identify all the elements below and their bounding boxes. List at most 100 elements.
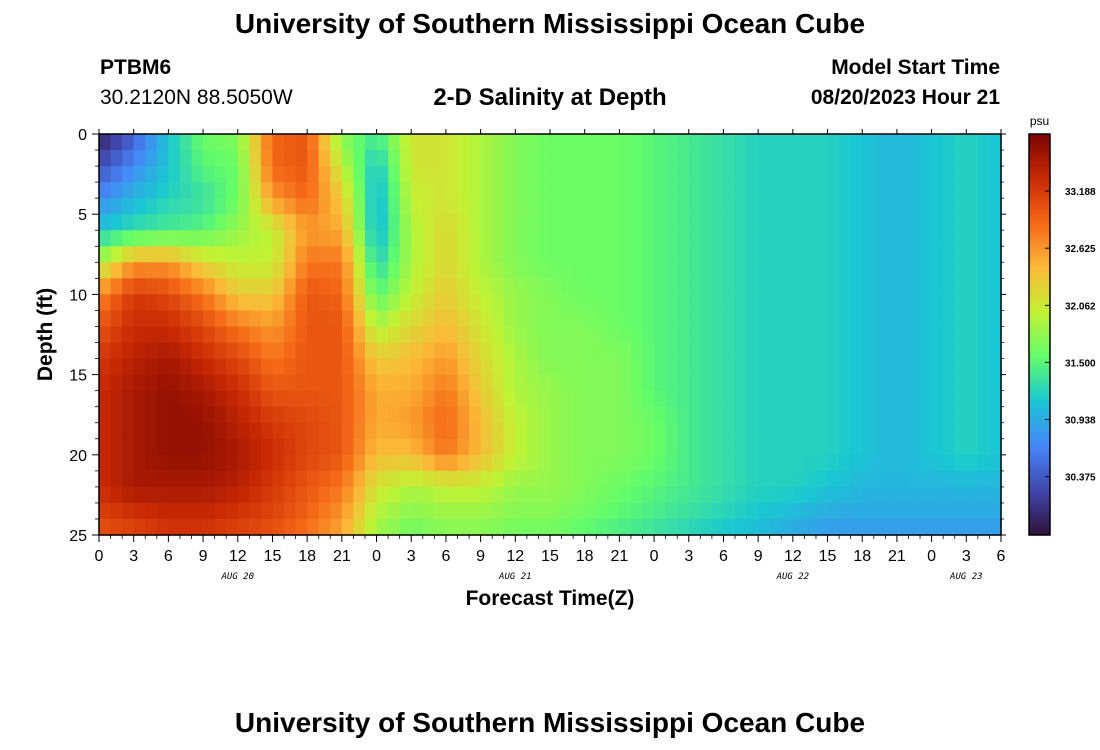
heatmap-cell <box>954 326 967 344</box>
heatmap-cell <box>550 278 563 295</box>
heatmap-cell <box>411 470 424 488</box>
heatmap-cell <box>607 166 620 183</box>
heatmap-cell <box>630 326 644 344</box>
heatmap-cell <box>989 422 1002 440</box>
heatmap-cell <box>122 214 135 231</box>
heatmap-cell <box>411 262 424 279</box>
heatmap-cell <box>422 134 435 151</box>
heatmap-cell <box>550 342 563 360</box>
heatmap-cell <box>260 390 274 408</box>
heatmap-cell <box>284 166 297 183</box>
heatmap-cell <box>561 246 574 263</box>
heatmap-cell <box>746 374 759 392</box>
heatmap-cell <box>515 246 528 263</box>
heatmap-cell <box>376 486 389 504</box>
heatmap-cell <box>364 358 378 376</box>
heatmap-cell <box>688 278 701 295</box>
y-tick-label: 15 <box>69 368 87 385</box>
heatmap-cell <box>376 262 389 279</box>
heatmap-cell <box>341 310 355 328</box>
heatmap-cell <box>746 486 759 504</box>
heatmap-cell <box>630 502 644 520</box>
heatmap-cell <box>654 198 667 215</box>
heatmap-cell <box>457 470 470 488</box>
heatmap-cell <box>654 502 667 520</box>
heatmap-cell <box>214 358 227 376</box>
heatmap-cell <box>364 422 378 440</box>
heatmap-cell <box>630 518 644 536</box>
heatmap-cell <box>364 278 378 295</box>
heatmap-cell <box>989 310 1002 328</box>
heatmap-cell <box>526 502 540 520</box>
heatmap-cell <box>700 406 713 424</box>
heatmap-cell <box>399 214 412 231</box>
heatmap-cell <box>573 454 586 472</box>
heatmap-cell <box>330 342 343 360</box>
heatmap-cell <box>792 198 806 215</box>
heatmap-cell <box>711 278 725 295</box>
heatmap-cell <box>792 502 806 520</box>
heatmap-cell <box>133 422 146 440</box>
heatmap-cell <box>815 246 829 263</box>
heatmap-cell <box>133 486 146 504</box>
heatmap-cell <box>133 294 146 312</box>
heatmap-cell <box>700 214 713 231</box>
heatmap-cell <box>954 486 967 504</box>
heatmap-cell <box>977 214 991 231</box>
heatmap-cell <box>862 198 875 215</box>
heatmap-cell <box>179 454 193 472</box>
heatmap-cell <box>260 422 274 440</box>
heatmap-cell <box>272 198 285 215</box>
x-tick-label: 18 <box>576 548 594 565</box>
heatmap-cell <box>99 294 112 312</box>
heatmap-cell <box>237 470 250 488</box>
heatmap-cell <box>284 438 297 456</box>
heatmap-cell <box>746 198 759 215</box>
heatmap-cell <box>931 294 944 312</box>
heatmap-cell <box>399 198 412 215</box>
heatmap-cell <box>307 150 320 167</box>
heatmap-cell <box>110 310 123 328</box>
heatmap-cell <box>596 406 609 424</box>
heatmap-cell <box>561 278 574 295</box>
heatmap-cell <box>249 374 262 392</box>
heatmap-cell <box>642 166 655 183</box>
heatmap-cell <box>746 502 759 520</box>
heatmap-cell <box>179 438 193 456</box>
heatmap-cell <box>249 470 262 488</box>
heatmap-cell <box>526 214 540 231</box>
heatmap-cell <box>353 342 366 360</box>
heatmap-cell <box>862 134 875 151</box>
heatmap-cell <box>735 166 748 183</box>
heatmap-cell <box>237 166 250 183</box>
heatmap-cell <box>434 326 447 344</box>
heatmap-cell <box>873 182 886 199</box>
heatmap-cell <box>758 454 771 472</box>
heatmap-cell <box>538 310 551 328</box>
heatmap-cell <box>388 422 401 440</box>
heatmap-cell <box>896 502 910 520</box>
heatmap-cell <box>203 182 216 199</box>
heatmap-cell <box>758 406 771 424</box>
heatmap-cell <box>226 246 239 263</box>
heatmap-cell <box>260 262 274 279</box>
heatmap-cell <box>110 150 123 167</box>
heatmap-cell <box>214 214 227 231</box>
heatmap-cell <box>596 198 609 215</box>
heatmap-cell <box>411 214 424 231</box>
heatmap-cell <box>862 278 875 295</box>
heatmap-cell <box>735 326 748 344</box>
heatmap-cell <box>850 150 863 167</box>
heatmap-cell <box>307 502 320 520</box>
heatmap-cell <box>99 422 112 440</box>
heatmap-cell <box>376 166 389 183</box>
heatmap-cell <box>526 358 540 376</box>
heatmap-cell <box>503 358 516 376</box>
heatmap-cell <box>469 326 482 344</box>
heatmap-cell <box>654 422 667 440</box>
heatmap-cell <box>99 486 112 504</box>
heatmap-cell <box>550 438 563 456</box>
heatmap-cell <box>989 454 1002 472</box>
heatmap-cell <box>203 470 216 488</box>
heatmap-cell <box>422 326 435 344</box>
